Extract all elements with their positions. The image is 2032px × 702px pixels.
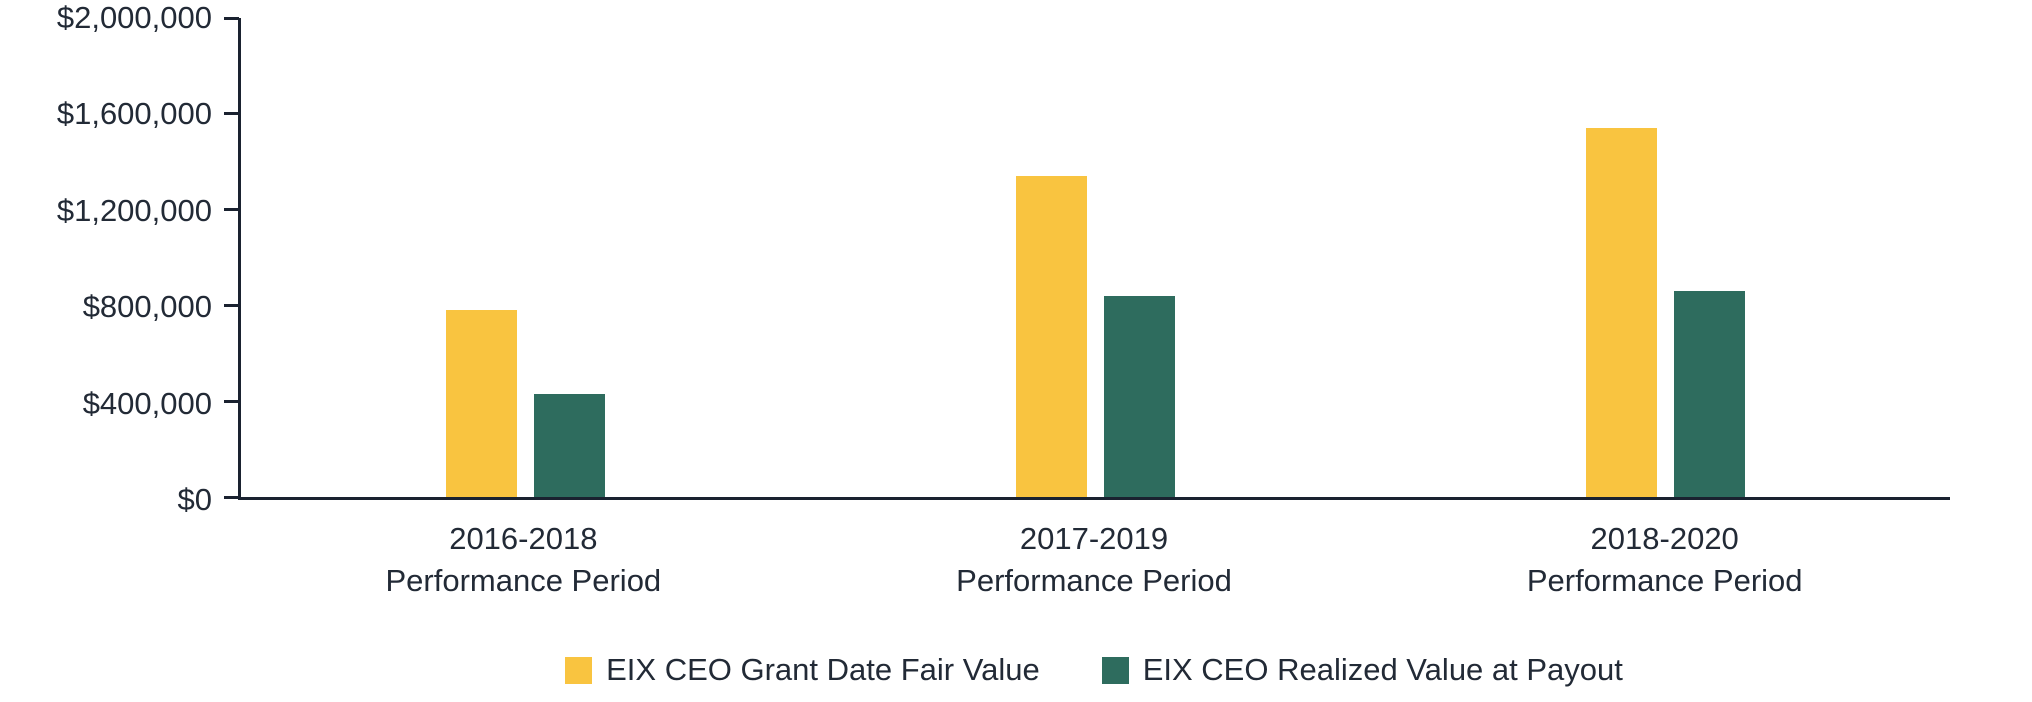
plot-area: [224, 16, 1950, 500]
y-axis-tick-mark: [224, 208, 239, 212]
y-axis-tick-mark: [224, 303, 239, 307]
bar-group: [241, 18, 811, 497]
bar: [1585, 128, 1657, 497]
x-axis-category-label: 2017-2019 Performance Period: [809, 518, 1380, 602]
y-axis-tick-mark: [224, 399, 239, 403]
y-axis-tick-label: $2,000,000: [56, 0, 212, 35]
legend: EIX CEO Grant Date Fair Value EIX CEO Rea…: [238, 652, 1950, 688]
category-years: 2018-2020: [1590, 521, 1739, 556]
legend-swatch: [1101, 656, 1129, 684]
category-sublabel: Performance Period: [385, 563, 662, 598]
y-axis-tick-label: $400,000: [82, 385, 212, 421]
y-axis: $0 $400,000 $800,000 $1,200,000 $1,600,000 $2…: [0, 0, 212, 517]
legend-swatch: [565, 656, 593, 684]
y-axis-tick-label: $1,600,000: [56, 96, 212, 132]
bar-group: [1380, 18, 1950, 497]
legend-label: EIX CEO Grant Date Fair Value: [606, 652, 1040, 687]
category-years: 2016-2018: [449, 521, 598, 556]
legend-item: EIX CEO Realized Value at Payout: [1101, 652, 1623, 688]
y-axis-tick-label: $800,000: [82, 289, 212, 325]
category-years: 2017-2019: [1019, 521, 1169, 556]
bar: [1673, 291, 1745, 497]
y-axis-tick-label: $0: [177, 482, 212, 517]
y-axis-tick-label: $1,200,000: [56, 192, 212, 228]
y-axis-tick-mark: [224, 16, 239, 20]
bar: [534, 394, 606, 497]
category-sublabel: Performance Period: [1526, 563, 1803, 598]
x-axis-category-label: 2016-2018 Performance Period: [238, 518, 809, 602]
category-sublabel: Performance Period: [956, 563, 1232, 598]
bar: [1104, 295, 1175, 497]
legend-item: EIX CEO Grant Date Fair Value: [565, 652, 1040, 688]
x-axis-labels: 2016-2018 Performance Period 2017-2019 Perf…: [238, 518, 1950, 602]
legend-label: EIX CEO Realized Value at Payout: [1142, 652, 1623, 687]
bar-group: [811, 18, 1381, 497]
y-axis-tick-mark: [224, 495, 239, 499]
y-axis-tick-mark: [224, 112, 239, 116]
x-axis-category-label: 2018-2020 Performance Period: [1379, 518, 1950, 602]
bar: [446, 310, 518, 497]
bar: [1016, 176, 1087, 497]
